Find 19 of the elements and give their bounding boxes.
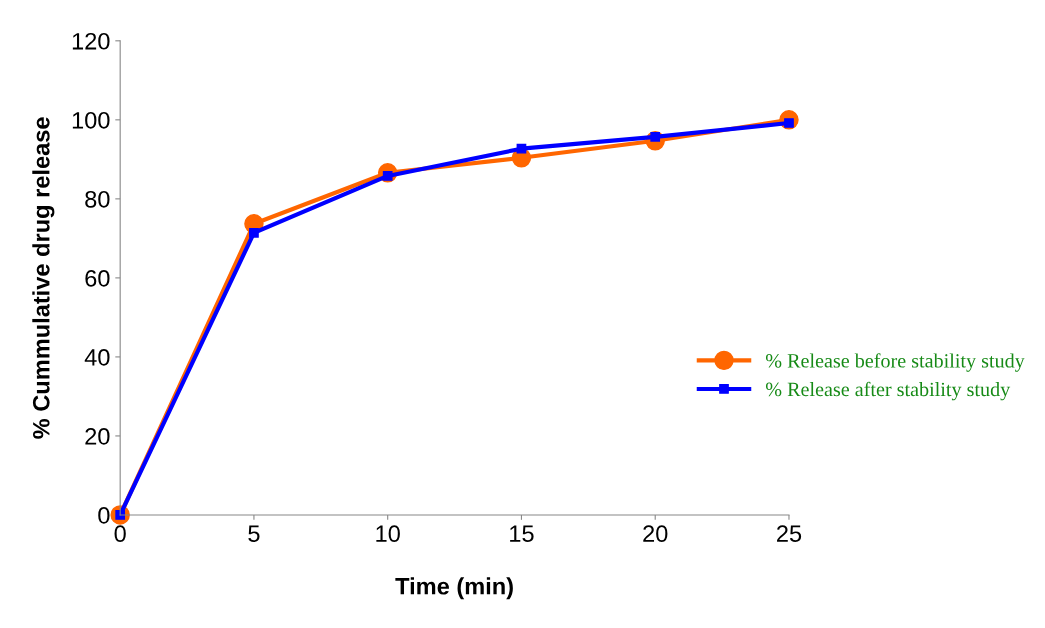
- legend-label: % Release after stability study: [765, 381, 1011, 401]
- y-axis-title: % Cummulative drug release: [32, 117, 55, 439]
- y-tick-label: 60: [85, 269, 110, 287]
- x-tick-label: 20: [643, 525, 668, 543]
- y-tick-label: 20: [85, 428, 110, 445]
- y-tick-label: 100: [72, 111, 110, 129]
- y-tick-label: 80: [85, 190, 110, 208]
- x-tick-label: 25: [777, 525, 802, 543]
- point: [249, 227, 259, 238]
- x-tick-label: 0: [114, 525, 126, 543]
- x-axis-title: Time (min): [395, 577, 513, 600]
- x-tick-label: 10: [376, 525, 400, 543]
- y-tick-label: 0: [98, 507, 110, 524]
- y-tick-label: 40: [84, 348, 110, 366]
- point: [516, 143, 527, 154]
- legend-label: % Release before stability study: [765, 353, 1025, 372]
- x-tick-label: 15: [510, 525, 534, 543]
- y-tick-label: 120: [72, 32, 110, 50]
- x-tick-label: 5: [248, 525, 260, 543]
